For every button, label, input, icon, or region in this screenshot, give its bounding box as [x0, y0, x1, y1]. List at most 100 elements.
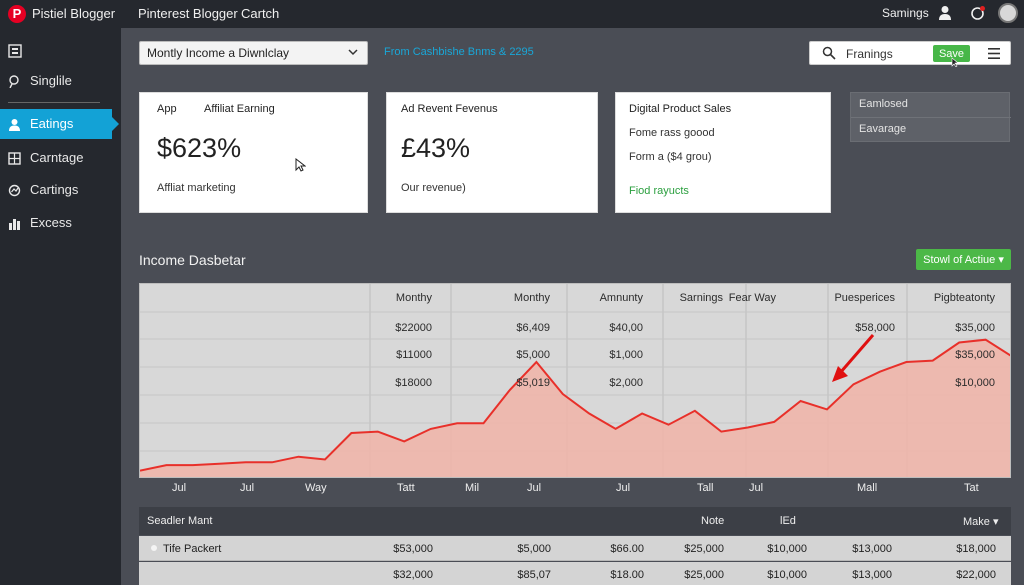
row-bullet	[151, 545, 157, 551]
card-value: £43%	[401, 133, 471, 163]
sidebar-item-singlile[interactable]: Singlile	[0, 66, 121, 96]
chart-data-label: $5,019	[516, 377, 550, 389]
table-row[interactable]: $32,000 $85,07 $18.00 $25,000 $10,000 $13,000…	[139, 562, 1011, 585]
sidebar-item-eatings[interactable]: Eatings	[0, 109, 119, 139]
chart-column-header[interactable]: Monthy	[513, 292, 550, 304]
section-title: Income Dasbetar	[139, 252, 246, 268]
search-icon	[822, 46, 836, 60]
sidebar-divider	[8, 102, 100, 103]
sidebar-item-label: Singlile	[30, 73, 72, 88]
activity-dropdown-button[interactable]: Stowl of Actiue ▾	[916, 249, 1011, 270]
summary-divider	[851, 117, 1011, 118]
x-tick-label: Jul	[172, 482, 187, 494]
sidebar-item-label: Excess	[30, 215, 72, 230]
sidebar: Singlile Eatings Carntage Cartings Exces…	[0, 28, 121, 585]
chart-data-label: $22000	[395, 322, 432, 334]
sidebar-item-excess[interactable]: Excess	[0, 208, 121, 238]
person-icon	[9, 119, 20, 131]
period-select[interactable]: Montly Income a Diwnlclay	[139, 41, 368, 65]
table-header: Seadler Mant Note lEd Make ▾	[139, 507, 1011, 535]
sidebar-item-label: Cartings	[30, 182, 79, 197]
summary-item[interactable]: Eavarage	[859, 123, 907, 135]
x-tick-label: Tatt	[397, 482, 415, 494]
table-header-ed[interactable]: lEd	[780, 515, 796, 527]
table-cell: $13,000	[852, 569, 892, 581]
nav-link-cartch[interactable]: Cartch	[241, 6, 280, 21]
sidebar-item-label: Carntage	[30, 150, 84, 165]
sidebar-item-carntage[interactable]: Carntage	[0, 143, 121, 173]
income-chart-plot	[140, 284, 1010, 477]
nav-link-pinterest-blogger[interactable]: Pinterest Blogger	[138, 6, 238, 21]
pinterest-logo-icon[interactable]: P	[8, 5, 26, 23]
card-link[interactable]: Fiod rayucts	[629, 185, 689, 197]
sidebar-item-cartings[interactable]: Cartings	[0, 175, 121, 205]
x-tick-label: Jul	[527, 482, 542, 494]
pin-icon	[9, 75, 19, 88]
card-app-label: App	[157, 103, 177, 115]
home-icon[interactable]	[8, 44, 22, 58]
card-line: Form a ($4 grou)	[629, 151, 712, 163]
table-cell: $32,000	[393, 569, 433, 581]
affiliate-earning-card[interactable]: App Affiliat Earning $623% Affliat marke…	[139, 92, 368, 213]
notification-icon[interactable]	[970, 5, 986, 21]
table-cell: $5,000	[517, 543, 551, 555]
annotation-arrow	[838, 334, 875, 374]
card-value: $623%	[157, 133, 242, 163]
chart-data-label: $11000	[396, 349, 432, 361]
table-header-title: Seadler Mant	[147, 515, 213, 527]
table-header-make[interactable]: Make ▾	[963, 516, 999, 528]
table-cell: $53,000	[393, 543, 433, 555]
card-footer: Our revenue)	[401, 182, 466, 194]
user-icon[interactable]	[938, 5, 952, 21]
chart-data-label: $2,000	[609, 377, 643, 389]
chart-column-header[interactable]: Sarnings	[679, 292, 723, 304]
table-cell: $85,07	[517, 569, 551, 581]
ad-revenue-card[interactable]: Ad Revent Fevenus £43% Our revenue)	[386, 92, 598, 213]
digital-product-card[interactable]: Digital Product Sales Fome rass goood Fo…	[615, 92, 831, 213]
chart-icon	[8, 184, 21, 197]
bars-icon	[9, 219, 20, 230]
top-earnings-link[interactable]: Samings	[882, 6, 929, 20]
card-footer: Affliat marketing	[157, 182, 236, 194]
table-cell: $18,000	[956, 543, 996, 555]
search-input[interactable]	[846, 46, 936, 62]
arrow-head-icon	[832, 366, 848, 382]
x-tick-label: Tat	[964, 482, 979, 494]
chart-column-header[interactable]: Pigbteatonty	[933, 292, 995, 304]
chart-column-header[interactable]: Amnunty	[599, 292, 643, 304]
chart-data-label: $10,000	[955, 377, 995, 389]
date-range-link[interactable]: From Cashbishe Bnms & 2295	[384, 46, 534, 58]
chart-column-header[interactable]: Fear Way	[728, 292, 776, 304]
chart-data-label: $35,000	[955, 349, 995, 361]
chart-data-label: $40,00	[609, 322, 643, 334]
cursor-icon	[295, 158, 306, 172]
chart-data-label: $6,409	[516, 322, 550, 334]
x-tick-label: Jul	[616, 482, 631, 494]
period-select-value: Montly Income a Diwnlclay	[147, 46, 290, 60]
row-name: Tife Packert	[163, 543, 222, 555]
card-line: Fome rass goood	[629, 127, 715, 139]
sidebar-item-label: Eatings	[30, 116, 74, 131]
table-header-note[interactable]: Note	[701, 515, 725, 527]
x-tick-label: Way	[305, 482, 327, 494]
chart-data-label: $58,000	[855, 322, 895, 334]
x-tick-label: Mil	[465, 482, 480, 494]
income-chart: Monthy Monthy Amnunty Sarnings Fear Way Puesp…	[139, 283, 1011, 478]
table-row[interactable]: Tife Packert $53,000 $5,000 $66.00 $25,000 $…	[139, 536, 1011, 561]
income-line	[140, 338, 1010, 472]
table-cell: $66.00	[610, 543, 644, 555]
chevron-down-icon	[348, 49, 358, 56]
chart-column-header[interactable]: Puesperices	[834, 292, 895, 304]
card-label: Ad Revent Fevenus	[401, 103, 498, 115]
chart-data-label: $18000	[395, 377, 432, 389]
card-label: Affiliat Earning	[204, 103, 275, 115]
summary-item[interactable]: Eamlosed	[859, 98, 908, 110]
save-button[interactable]: Save	[933, 45, 970, 62]
chart-column-header[interactable]: Monthy	[395, 292, 432, 304]
table-cell: $25,000	[684, 569, 724, 581]
x-tick-label: Jul	[749, 482, 764, 494]
chart-data-label: $1,000	[609, 349, 643, 361]
chart-data-label: $35,000	[955, 322, 995, 334]
avatar[interactable]	[998, 3, 1018, 23]
menu-icon[interactable]	[988, 48, 1000, 59]
